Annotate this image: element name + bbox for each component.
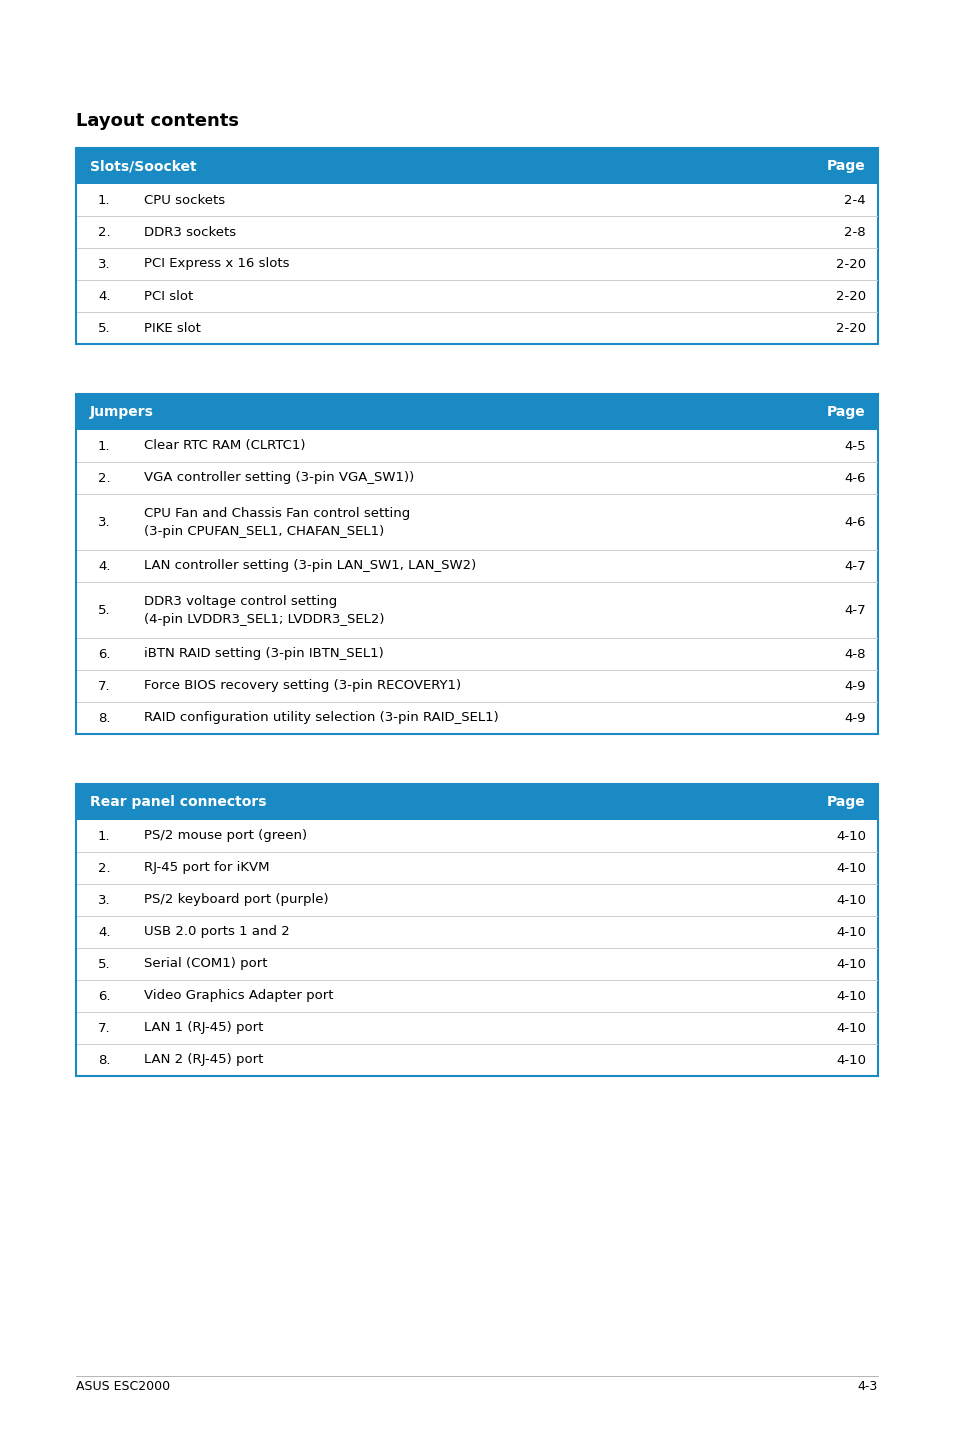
Text: PCI slot: PCI slot <box>144 289 193 302</box>
Text: 1.: 1. <box>98 830 111 843</box>
Text: 2-20: 2-20 <box>835 289 865 302</box>
Text: PS/2 mouse port (green): PS/2 mouse port (green) <box>144 830 307 843</box>
Text: 4-10: 4-10 <box>835 861 865 874</box>
Text: Page: Page <box>826 795 865 810</box>
Bar <box>76 784 877 1076</box>
Text: DDR3 sockets: DDR3 sockets <box>144 226 236 239</box>
Text: 8.: 8. <box>98 712 111 725</box>
Text: 2-20: 2-20 <box>835 322 865 335</box>
Text: RAID configuration utility selection (3-pin RAID_SEL1): RAID configuration utility selection (3-… <box>144 712 498 725</box>
Bar <box>76 148 877 184</box>
Text: CPU Fan and Chassis Fan control setting: CPU Fan and Chassis Fan control setting <box>144 506 410 519</box>
Text: 1.: 1. <box>98 440 111 453</box>
Text: Serial (COM1) port: Serial (COM1) port <box>144 958 267 971</box>
Text: 4.: 4. <box>98 289 111 302</box>
Text: 4-3: 4-3 <box>857 1379 877 1392</box>
Text: DDR3 voltage control setting: DDR3 voltage control setting <box>144 594 337 607</box>
Text: 4-8: 4-8 <box>843 647 865 660</box>
Text: 4-7: 4-7 <box>843 559 865 572</box>
Text: 4-10: 4-10 <box>835 989 865 1002</box>
Text: Clear RTC RAM (CLRTC1): Clear RTC RAM (CLRTC1) <box>144 440 305 453</box>
Text: 4-10: 4-10 <box>835 1021 865 1034</box>
Text: 2.: 2. <box>98 472 111 485</box>
Text: LAN 2 (RJ-45) port: LAN 2 (RJ-45) port <box>144 1054 263 1067</box>
Text: 3.: 3. <box>98 257 111 270</box>
Text: 4-6: 4-6 <box>843 472 865 485</box>
Text: ASUS ESC2000: ASUS ESC2000 <box>76 1379 170 1392</box>
Text: 4.: 4. <box>98 559 111 572</box>
Text: 4-6: 4-6 <box>843 515 865 529</box>
Text: 6.: 6. <box>98 989 111 1002</box>
Text: 8.: 8. <box>98 1054 111 1067</box>
Bar <box>76 394 877 733</box>
Text: Layout contents: Layout contents <box>76 112 239 129</box>
Text: 3.: 3. <box>98 893 111 906</box>
Text: PCI Express x 16 slots: PCI Express x 16 slots <box>144 257 289 270</box>
Text: 7.: 7. <box>98 1021 111 1034</box>
Text: 6.: 6. <box>98 647 111 660</box>
Text: 4-10: 4-10 <box>835 926 865 939</box>
Bar <box>76 784 877 820</box>
Text: 4-10: 4-10 <box>835 893 865 906</box>
Text: USB 2.0 ports 1 and 2: USB 2.0 ports 1 and 2 <box>144 926 290 939</box>
Text: 4-9: 4-9 <box>843 680 865 693</box>
Text: 5.: 5. <box>98 958 111 971</box>
Text: PS/2 keyboard port (purple): PS/2 keyboard port (purple) <box>144 893 328 906</box>
Text: 5.: 5. <box>98 604 111 617</box>
Text: 4-7: 4-7 <box>843 604 865 617</box>
Text: (3-pin CPUFAN_SEL1, CHAFAN_SEL1): (3-pin CPUFAN_SEL1, CHAFAN_SEL1) <box>144 525 384 538</box>
Text: 1.: 1. <box>98 194 111 207</box>
Text: Slots/Soocket: Slots/Soocket <box>90 160 196 173</box>
Text: 4-9: 4-9 <box>843 712 865 725</box>
Text: (4-pin LVDDR3_SEL1; LVDDR3_SEL2): (4-pin LVDDR3_SEL1; LVDDR3_SEL2) <box>144 613 384 626</box>
Text: CPU sockets: CPU sockets <box>144 194 225 207</box>
Text: 2-20: 2-20 <box>835 257 865 270</box>
Text: LAN controller setting (3-pin LAN_SW1, LAN_SW2): LAN controller setting (3-pin LAN_SW1, L… <box>144 559 476 572</box>
Text: Force BIOS recovery setting (3-pin RECOVERY1): Force BIOS recovery setting (3-pin RECOV… <box>144 680 460 693</box>
Text: 4-10: 4-10 <box>835 958 865 971</box>
Text: RJ-45 port for iKVM: RJ-45 port for iKVM <box>144 861 269 874</box>
Text: Jumpers: Jumpers <box>90 406 153 418</box>
Bar <box>76 148 877 344</box>
Text: 2-8: 2-8 <box>843 226 865 239</box>
Text: PIKE slot: PIKE slot <box>144 322 201 335</box>
Text: Page: Page <box>826 406 865 418</box>
Text: 3.: 3. <box>98 515 111 529</box>
Text: 4.: 4. <box>98 926 111 939</box>
Text: LAN 1 (RJ-45) port: LAN 1 (RJ-45) port <box>144 1021 263 1034</box>
Text: 5.: 5. <box>98 322 111 335</box>
Text: Rear panel connectors: Rear panel connectors <box>90 795 266 810</box>
Text: Video Graphics Adapter port: Video Graphics Adapter port <box>144 989 334 1002</box>
Text: 4-10: 4-10 <box>835 830 865 843</box>
Text: iBTN RAID setting (3-pin IBTN_SEL1): iBTN RAID setting (3-pin IBTN_SEL1) <box>144 647 383 660</box>
Text: Page: Page <box>826 160 865 173</box>
Text: 2.: 2. <box>98 861 111 874</box>
Bar <box>76 394 877 430</box>
Text: VGA controller setting (3-pin VGA_SW1)): VGA controller setting (3-pin VGA_SW1)) <box>144 472 414 485</box>
Text: 4-10: 4-10 <box>835 1054 865 1067</box>
Text: 2-4: 2-4 <box>843 194 865 207</box>
Text: 4-5: 4-5 <box>843 440 865 453</box>
Text: 2.: 2. <box>98 226 111 239</box>
Text: 7.: 7. <box>98 680 111 693</box>
